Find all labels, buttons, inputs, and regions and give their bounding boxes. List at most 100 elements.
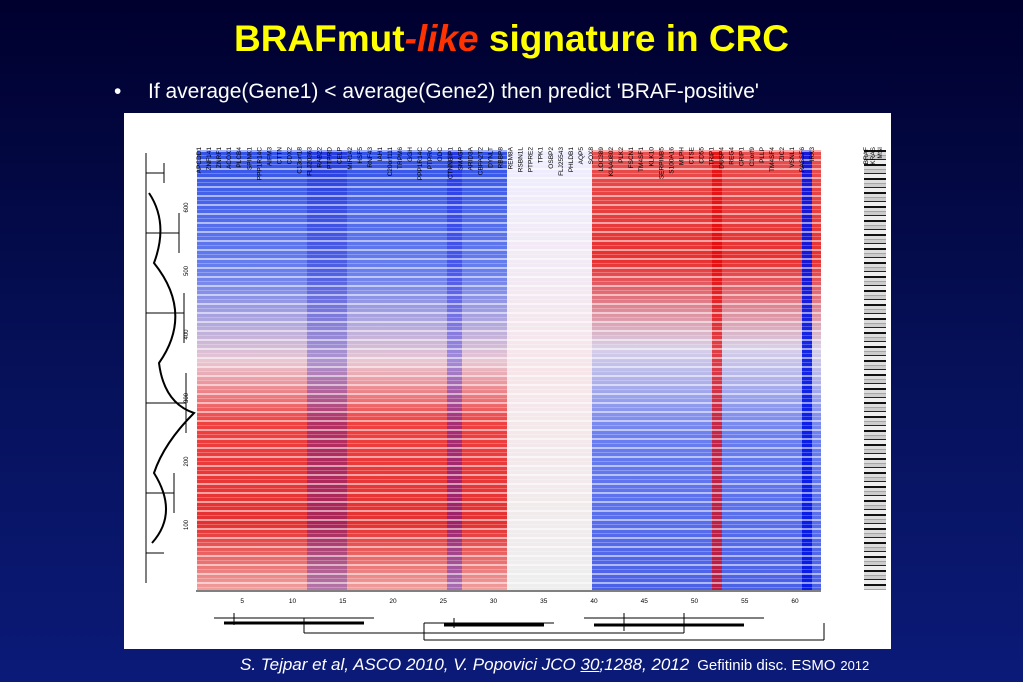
- column-label: TM4SF1: [638, 147, 645, 172]
- column-label: SERPINB5: [658, 147, 665, 180]
- y-tick-label: 200: [184, 456, 190, 467]
- slide-title: BRAFmut-like signature in CRC: [0, 18, 1023, 60]
- column-label: ZIC2: [779, 147, 786, 161]
- column-label: RSBN1L: [518, 147, 525, 173]
- column-label: TRPM6: [397, 147, 404, 169]
- citation-text: ;1288, 2012: [599, 655, 690, 674]
- column-label: ZNF141: [206, 147, 213, 171]
- column-label: PPP1R14C: [256, 147, 263, 181]
- annotation-bars: [864, 150, 886, 590]
- column-label: C1orf9: [749, 147, 756, 167]
- y-tick-label: 400: [184, 329, 190, 340]
- column-label: ACOX1: [226, 147, 233, 169]
- x-tick-label: 40: [590, 598, 598, 605]
- row-dendrogram: [145, 153, 196, 583]
- column-label: ODC: [437, 147, 444, 162]
- x-tick-label: 50: [691, 598, 699, 605]
- x-tick-label: 5: [240, 598, 244, 605]
- column-label: CD55: [699, 147, 706, 164]
- column-label: REM8A: [508, 146, 515, 169]
- citation-text: S. Tejpar et al, ASCO 2010, V. Popovici …: [240, 655, 576, 674]
- column-label: PTPRD: [327, 147, 334, 169]
- column-label: HSF5: [357, 147, 364, 164]
- x-tick-label: 55: [741, 598, 749, 605]
- x-tick-label: 15: [339, 598, 347, 605]
- column-dendrogram: [214, 613, 825, 641]
- column-label: TRIP1: [709, 147, 716, 166]
- title-part: signature in CRC: [488, 18, 790, 59]
- side-label: MSI: [877, 147, 884, 159]
- column-label: PLLP: [759, 147, 766, 163]
- column-label: AQP5: [578, 147, 585, 165]
- x-tick-label: 30: [490, 598, 498, 605]
- column-label: PTPRO: [427, 147, 434, 169]
- column-label: TPK1: [538, 147, 545, 164]
- x-tick-label: 60: [791, 598, 799, 605]
- y-tick-label: 500: [184, 265, 190, 276]
- column-label: IAH1: [377, 147, 384, 162]
- column-label: PLCB4: [236, 147, 243, 168]
- column-label: CDX2: [286, 147, 293, 165]
- x-tick-label: 25: [440, 598, 448, 605]
- column-label: C20orf111: [387, 147, 394, 177]
- column-label: S100A16: [668, 147, 675, 174]
- side-label: KRAS: [870, 146, 877, 164]
- column-label: PPP1R14C: [417, 147, 424, 181]
- heatmap: [197, 150, 821, 590]
- bullet: If average(Gene1) < average(Gene2) then …: [114, 80, 759, 104]
- column-label: CRIP1: [739, 147, 746, 167]
- column-label: CTSE: [688, 146, 695, 164]
- column-label: GGH: [407, 147, 414, 162]
- column-label: PHLDB1: [568, 147, 575, 173]
- x-tick-label: 45: [641, 598, 649, 605]
- column-label: SOX8: [588, 147, 595, 165]
- column-label: CTTN: [276, 147, 283, 165]
- column-label: MLPH: [678, 147, 685, 165]
- citation-year: 2012: [840, 658, 870, 673]
- column-label: KIAA0802: [608, 147, 615, 177]
- column-label: LOC389: [598, 147, 605, 172]
- column-label: PLK2: [618, 147, 625, 163]
- y-tick-label: 600: [184, 202, 190, 213]
- citation-volume: 30: [580, 655, 600, 674]
- column-label: REG4: [729, 147, 736, 165]
- column-label: FSCN1: [628, 147, 635, 169]
- x-tick-label: 35: [540, 598, 548, 605]
- column-label: PTPRE2: [528, 147, 535, 173]
- column-label: RNF43: [367, 147, 374, 168]
- y-tick-label: 100: [184, 519, 190, 530]
- citation-note: Gefitinib disc. ESMO: [697, 657, 836, 674]
- column-label: CTNNBIP1: [447, 147, 454, 180]
- column-label: MIR142: [347, 147, 354, 170]
- title-part: -like: [404, 18, 479, 59]
- column-label: OSBP2: [548, 147, 555, 169]
- x-tick-label: 20: [389, 598, 397, 605]
- column-label: SMAGP: [457, 147, 464, 170]
- column-label: CELP: [337, 147, 344, 164]
- title-part: BRAFmut: [233, 18, 405, 59]
- column-label: SPINK1: [246, 147, 253, 171]
- column-label: DYNLT: [487, 147, 494, 168]
- heatmap-figure: APCDD1 ZNF141 ZNRF1 ACOX1 PLCB4 SPINK1 PPP1R14…: [124, 113, 891, 649]
- column-label: FLJ25543: [558, 147, 565, 176]
- column-label: RBBP8: [498, 147, 505, 169]
- citation: S. Tejpar et al, ASCO 2010, V. Popovici …: [240, 655, 869, 675]
- column-label: C13orf18: [297, 147, 304, 174]
- bullet-text: If average(Gene1) < average(Gene2) then …: [148, 80, 759, 103]
- column-label: RASSF6: [799, 147, 806, 173]
- column-label: FLJ20363: [307, 147, 314, 176]
- column-label: IRX3: [809, 147, 816, 162]
- column-label: KLK10: [648, 147, 655, 167]
- side-label: BRAF: [863, 147, 870, 164]
- column-label: ZNRF1: [216, 147, 223, 168]
- column-label: APCDD1: [196, 147, 203, 174]
- column-label: AIFM3: [266, 147, 273, 167]
- column-label: ARID3A: [467, 146, 474, 170]
- figure-overlay: APCDD1 ZNF141 ZNRF1 ACOX1 PLCB4 SPINK1 PPP1R14…: [145, 146, 884, 641]
- column-label: DUSP4: [719, 147, 726, 169]
- column-label: TM4SF4: [769, 147, 776, 172]
- y-tick-label: 300: [184, 392, 190, 403]
- column-label: CBFA2T2: [477, 147, 484, 176]
- column-label: VSNL1: [789, 147, 796, 168]
